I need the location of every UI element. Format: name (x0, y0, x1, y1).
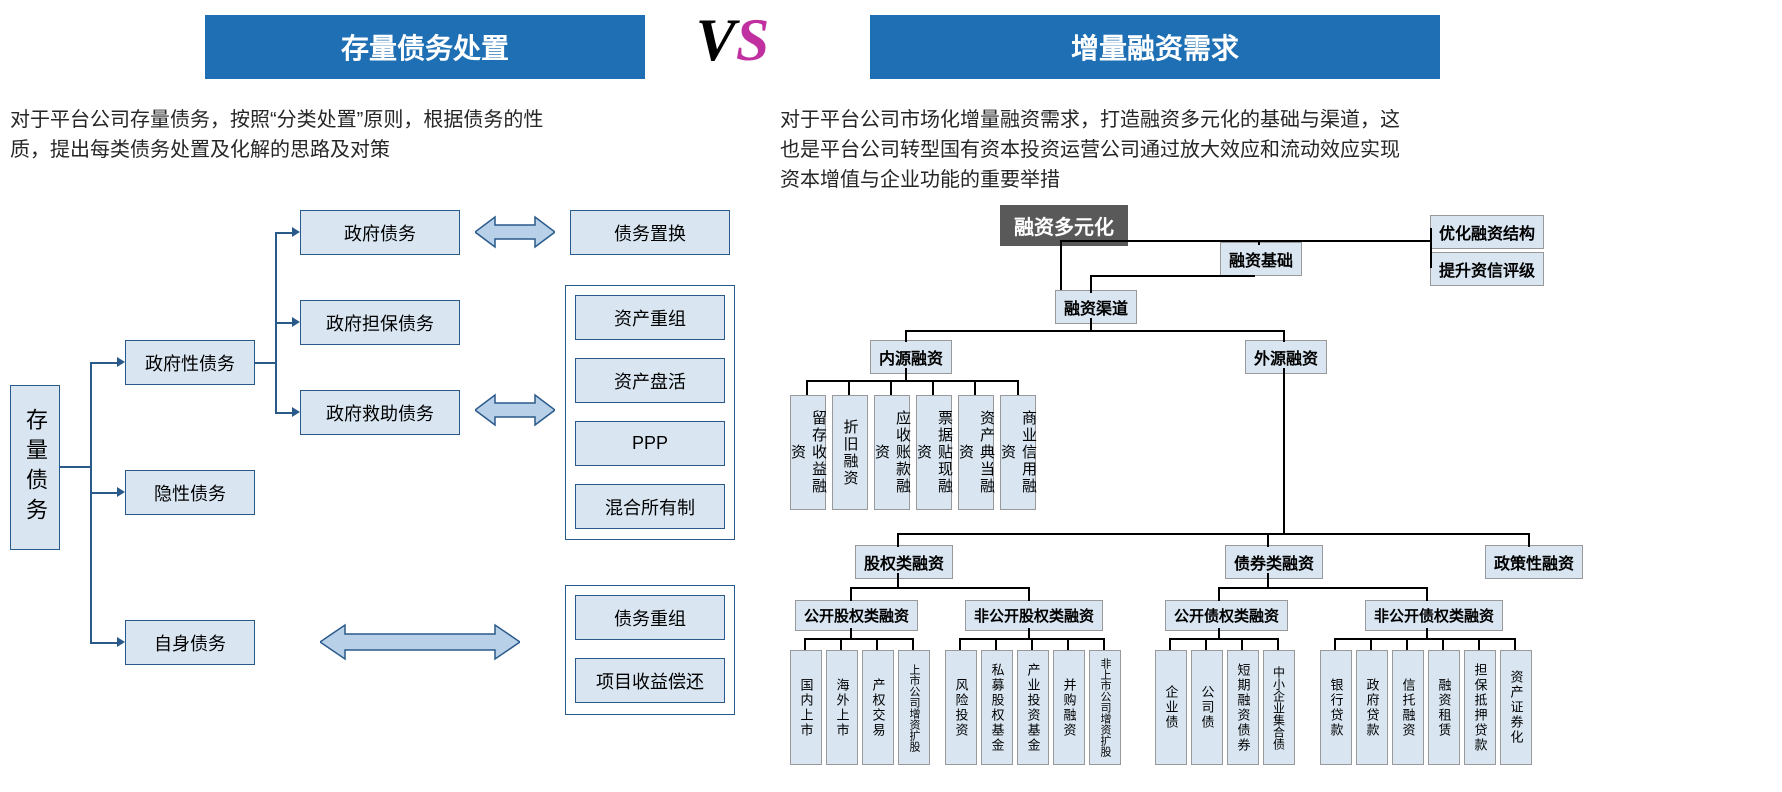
node-g2-1: 项目收益偿还 (575, 658, 725, 703)
bd-sub-0: 公开债权类融资 (1165, 600, 1288, 631)
r-l2: 融资渠道 (1055, 290, 1137, 324)
node-gov-child-0: 政府债务 (300, 210, 460, 255)
eqr-2: 产业投资基金 (1017, 650, 1049, 765)
r-l1: 融资基础 (1220, 242, 1302, 276)
right-desc: 对于平台公司市场化增量融资需求，打造融资多元化的基础与渠道，这也是平台公司转型国… (780, 105, 1400, 195)
node-gov-child-1: 政府担保债务 (300, 300, 460, 345)
eqr-4: 非上市公司增资扩股 (1089, 650, 1121, 765)
bdr-0: 银行贷款 (1320, 650, 1352, 765)
right-header: 增量融资需求 (870, 15, 1440, 79)
ext-l1-1: 债券类融资 (1225, 545, 1323, 579)
side-box-1: 提升资信评级 (1430, 252, 1544, 286)
ext-l1-0: 股权类融资 (855, 545, 953, 579)
double-arrow-3 (320, 622, 520, 662)
ext-l1-2: 政策性融资 (1485, 545, 1583, 579)
int-leaf-4: 资产典当融资 (958, 395, 994, 510)
node-gov-child-2: 政府救助债务 (300, 390, 460, 435)
eqr-3: 并购融资 (1053, 650, 1085, 765)
bdr-5: 资产证券化 (1500, 650, 1532, 765)
left-root: 存量债务 (10, 385, 60, 550)
eqp-2: 产权交易 (862, 650, 894, 765)
bd-sub-1: 非公开债权类融资 (1365, 600, 1503, 631)
bd-pub-row: 企业债 公司债 短期融资债券 中小企业集合债 (1155, 650, 1295, 765)
int-leaf-3: 票据贴现融资 (916, 395, 952, 510)
node-g2-0: 债务重组 (575, 595, 725, 640)
node-g1-0: 资产重组 (575, 295, 725, 340)
double-arrow-1 (475, 212, 555, 252)
node-g1-2: PPP (575, 421, 725, 466)
eq-sub-1: 非公开股权类融资 (965, 600, 1103, 631)
eq-priv-row: 风险投资 私募股权基金 产业投资基金 并购融资 非上市公司增资扩股 (945, 650, 1121, 765)
left-desc: 对于平台公司存量债务，按照“分类处置”原则，根据债务的性质，提出每类债务处置及化… (10, 105, 570, 165)
int-leaf-2: 应收账款融资 (874, 395, 910, 510)
internal-leaves-row: 留存收益融资 折旧融资 应收账款融资 票据贴现融资 资产典当融资 商业信用融资 (790, 395, 1036, 510)
r-l3-0: 内源融资 (870, 340, 952, 374)
bdp-3: 中小企业集合债 (1263, 650, 1295, 765)
node-self-debt: 自身债务 (125, 620, 255, 665)
node-g1-3: 混合所有制 (575, 484, 725, 529)
bd-priv-row: 银行贷款 政府贷款 信托融资 融资租赁 担保抵押贷款 资产证券化 (1320, 650, 1532, 765)
bdr-4: 担保抵押贷款 (1464, 650, 1496, 765)
bdp-2: 短期融资债券 (1227, 650, 1259, 765)
bdp-0: 企业债 (1155, 650, 1187, 765)
bdp-1: 公司债 (1191, 650, 1223, 765)
bdr-2: 信托融资 (1392, 650, 1424, 765)
eqr-0: 风险投资 (945, 650, 977, 765)
int-leaf-0: 留存收益融资 (790, 395, 826, 510)
bdr-1: 政府贷款 (1356, 650, 1388, 765)
vs-badge: VS (680, 0, 785, 80)
int-leaf-5: 商业信用融资 (1000, 395, 1036, 510)
eq-sub-0: 公开股权类融资 (795, 600, 918, 631)
bdr-3: 融资租赁 (1428, 650, 1460, 765)
int-leaf-1: 折旧融资 (832, 395, 868, 510)
node-hidden-debt: 隐性债务 (125, 470, 255, 515)
eqp-0: 国内上市 (790, 650, 822, 765)
eqp-1: 海外上市 (826, 650, 858, 765)
node-right-top: 债务置换 (570, 210, 730, 255)
eqp-3: 上市公司增资扩股 (898, 650, 930, 765)
eqr-1: 私募股权基金 (981, 650, 1013, 765)
node-g1-1: 资产盘活 (575, 358, 725, 403)
node-gov-debt: 政府性债务 (125, 340, 255, 385)
double-arrow-2 (475, 390, 555, 430)
side-box-0: 优化融资结构 (1430, 215, 1544, 249)
r-l3-1: 外源融资 (1245, 340, 1327, 374)
left-header: 存量债务处置 (205, 15, 645, 79)
eq-pub-row: 国内上市 海外上市 产权交易 上市公司增资扩股 (790, 650, 930, 765)
